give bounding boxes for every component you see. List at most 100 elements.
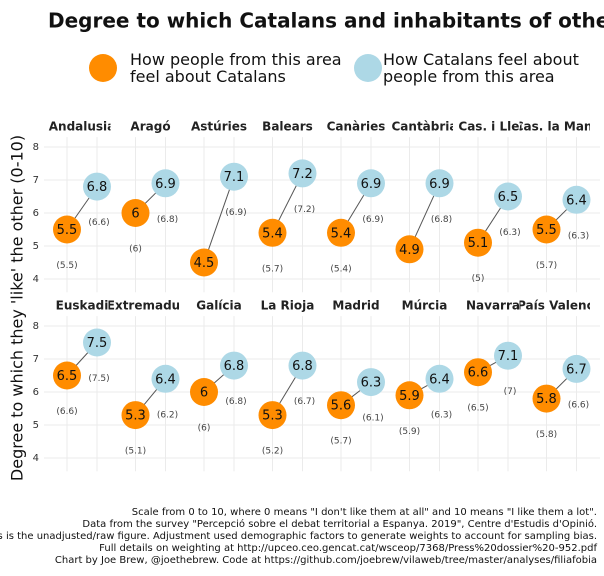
unadjusted-label: (6.6) (568, 400, 589, 410)
dot (532, 215, 561, 244)
panel-title: Extremadura (107, 299, 194, 313)
unadjusted-label: (6.8) (225, 397, 246, 407)
value-label: 5.1 (468, 236, 489, 251)
dot (494, 341, 522, 370)
y-tick-label: 5 (33, 241, 39, 252)
y-tick-label: 7 (33, 354, 39, 365)
value-label: 6.5 (57, 369, 78, 384)
value-label: 6.4 (566, 193, 587, 208)
dot (258, 401, 287, 430)
value-label: 6.4 (429, 372, 450, 387)
panel-title: Astúries (191, 120, 247, 134)
dot (425, 169, 454, 198)
dot (464, 228, 492, 257)
y-tick-label: 5 (33, 420, 39, 431)
panel-title: Euskadi (56, 299, 109, 313)
legend-label: How Catalans feel about people from this… (383, 50, 579, 86)
dot (190, 248, 218, 277)
panel-title: País Valencià (517, 299, 604, 313)
value-label: 6.7 (566, 362, 587, 377)
dot (190, 378, 218, 406)
legend-marker (354, 54, 382, 82)
dot (83, 172, 111, 201)
unadjusted-label: (6.6) (88, 218, 109, 228)
y-tick-label: 8 (33, 321, 39, 332)
unadjusted-label: (5.9) (399, 427, 420, 437)
dot (494, 182, 522, 211)
value-label: 5.6 (331, 399, 352, 414)
dot (121, 199, 150, 227)
dot (327, 218, 355, 247)
dot (220, 351, 248, 380)
panel-title: Canàries (327, 120, 386, 134)
value-label: 6.8 (292, 359, 313, 374)
value-label: 6.5 (498, 190, 519, 205)
y-axis-label: Degree to which they 'like' the other (0… (8, 135, 27, 481)
unadjusted-label: (5.2) (262, 447, 283, 457)
y-tick-label: 6 (33, 208, 39, 219)
value-label: 5.9 (399, 389, 420, 404)
panel-title: Andalusia (49, 120, 116, 134)
caption: nthesis is the unadjusted/raw figure. Ad… (0, 531, 597, 542)
dot (327, 391, 355, 420)
value-label: 6.3 (361, 376, 382, 391)
unadjusted-label: (6.3) (431, 410, 452, 420)
panel-background (112, 316, 179, 472)
value-label: 5.3 (262, 409, 283, 424)
value-label: 6.9 (429, 177, 450, 192)
unadjusted-label: (6) (129, 245, 142, 255)
dot (288, 159, 317, 188)
dot (220, 162, 248, 191)
value-label: 6.9 (155, 177, 176, 192)
dot (53, 361, 81, 390)
unadjusted-label: (5) (472, 274, 485, 284)
y-tick-label: 8 (33, 142, 39, 153)
unadjusted-label: (6.9) (362, 215, 383, 225)
dot (357, 368, 385, 397)
caption: Data from the survey "Percepció sobre el… (82, 518, 597, 530)
panel-title: Madrid (332, 299, 379, 313)
unadjusted-label: (6.8) (157, 215, 178, 225)
value-label: 7.1 (224, 170, 245, 185)
caption: Scale from 0 to 10, where 0 means "I don… (132, 507, 597, 518)
panel-title: Navarra (466, 299, 520, 313)
panel-title: Cas. i Lleó (458, 120, 527, 134)
unadjusted-label: (6.9) (225, 208, 246, 218)
dot (288, 351, 317, 380)
y-tick-label: 6 (33, 387, 39, 398)
value-label: 6.9 (361, 177, 382, 192)
unadjusted-label: (6.2) (157, 410, 178, 420)
unadjusted-label: (7) (504, 387, 517, 397)
dot (395, 381, 424, 410)
unadjusted-label: (5.4) (330, 264, 351, 274)
dot (357, 169, 385, 198)
unadjusted-label: (5.1) (125, 447, 146, 457)
unadjusted-label: (6.8) (431, 215, 452, 225)
dot (562, 354, 591, 383)
value-label: 5.5 (57, 223, 78, 238)
panel-title: Múrcia (402, 299, 448, 313)
unadjusted-label: (5.5) (56, 261, 77, 271)
value-label: 5.3 (125, 409, 146, 424)
value-label: 6 (200, 386, 208, 401)
value-label: 5.4 (331, 226, 352, 241)
value-label: 7.2 (292, 167, 313, 182)
unadjusted-label: (6.6) (56, 407, 77, 417)
panel-background (386, 137, 453, 293)
value-label: 6.6 (468, 366, 489, 381)
value-label: 7.1 (498, 349, 519, 364)
chart-title: Degree to which Catalans and inhabitants… (48, 9, 604, 33)
value-label: 6.8 (87, 180, 108, 195)
caption: Full details on weighting at http://upce… (99, 543, 597, 554)
legend-marker (89, 54, 117, 82)
unadjusted-label: (5.7) (262, 264, 283, 274)
y-tick-label: 4 (33, 453, 39, 464)
value-label: 6 (131, 207, 139, 222)
dot (151, 364, 180, 393)
value-label: 5.8 (536, 392, 557, 407)
dot (532, 384, 561, 413)
y-tick-label: 7 (33, 175, 39, 186)
value-label: 6.4 (155, 372, 176, 387)
value-label: 7.5 (87, 336, 108, 351)
